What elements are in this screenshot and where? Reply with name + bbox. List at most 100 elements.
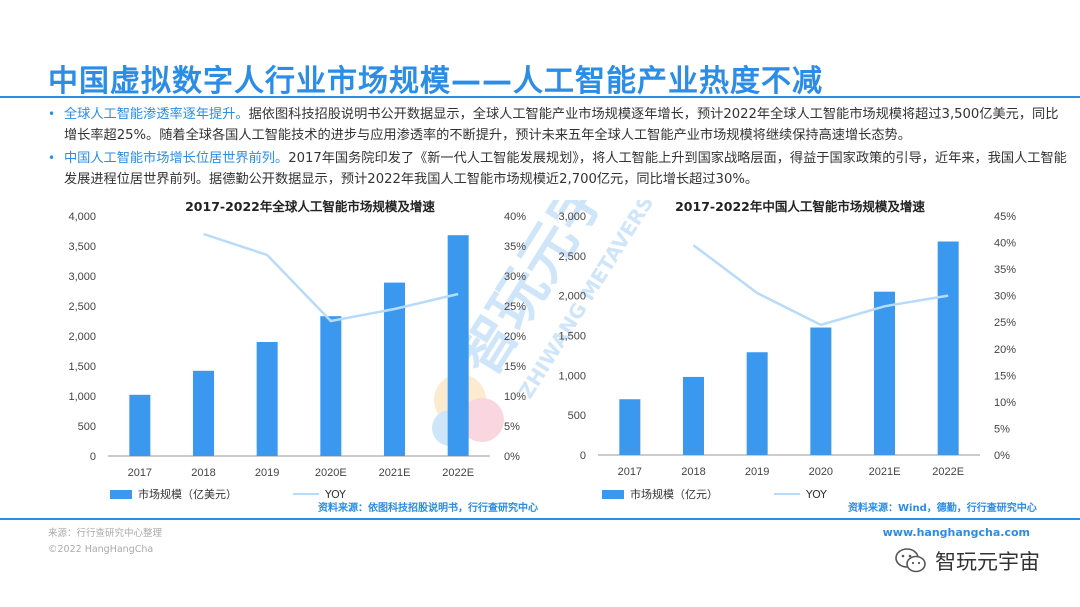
y-left-tick-label: 2,000 [558,291,586,303]
y-right-tick-label: 10% [504,391,526,403]
footer-copyright: ©2022 HangHangCha [48,544,154,555]
bar-2021E [384,282,405,456]
footer-url-link[interactable]: www.hanghangcha.com [882,526,1030,539]
legend-swatch-line [293,493,319,495]
y-left-tick-label: 2,500 [68,301,96,313]
bullet-dot-icon: • [48,151,56,165]
bullet-highlight: 全球人工智能渗透率逐年提升。 [64,107,249,122]
x-tick-label: 2022E [932,466,964,478]
title-divider [0,96,1080,98]
bullet-dot-icon: • [48,107,56,121]
y-left-tick-label: 3,000 [68,271,96,283]
footer-divider [0,518,1080,520]
x-tick-label: 2019 [255,467,279,479]
x-tick-label: 2022E [442,467,474,479]
x-tick-label: 2018 [191,467,215,479]
x-tick-label: 2017 [618,466,642,478]
y-right-tick-label: 15% [994,370,1016,382]
y-right-tick-label: 15% [504,361,526,373]
y-right-tick-label: 10% [994,397,1016,409]
yoy-line [692,244,949,327]
y-left-tick-label: 1,000 [68,391,96,403]
legend-item-bar: 市场规模（亿元） [602,486,718,502]
y-right-tick-label: 20% [994,344,1016,356]
y-right-tick-label: 40% [994,238,1016,250]
y-right-tick-label: 30% [994,291,1016,303]
page-title: 中国虚拟数字人行业市场规模——人工智能产业热度不减 [48,64,823,99]
bullet-item: • 中国人工智能市场增长位居世界前列。2017年国务院印发了《新一代人工智能发展… [48,148,1068,190]
bar-2022E [447,235,469,456]
y-right-tick-label: 20% [504,331,526,343]
legend-item-line: YOY [774,488,827,501]
bullet-text: 2017年国务院印发了《新一代人工智能发展规划》，将人工智能上升到国家战略层面，… [64,151,1067,187]
y-left-tick-label: 500 [568,410,586,422]
chart-source-global: 资料来源：依图科技招股说明书，行行查研究中心 [318,503,538,514]
y-left-tick-label: 2,500 [558,251,586,263]
chart-title-china: 2017-2022年中国人工智能市场规模及增速 [675,199,925,214]
legend-swatch-bar [110,489,132,499]
y-right-tick-label: 0% [994,450,1010,462]
legend-item-bar: 市场规模（亿美元） [110,486,237,502]
y-left-tick-label: 1,500 [68,361,96,373]
y-right-tick-label: 0% [504,451,520,463]
legend-label: 市场规模（亿元） [630,488,718,501]
bullet-highlight: 中国人工智能市场增长位居世界前列。 [64,151,289,166]
yoy-line [203,232,459,323]
y-right-tick-label: 30% [504,271,526,283]
y-right-tick-label: 5% [504,421,520,433]
legend-swatch-line [774,493,800,495]
x-tick-label: 2021E [869,466,901,478]
legend-global: 市场规模（亿美元） YOY [110,486,402,502]
y-left-tick-label: 1,500 [558,331,586,343]
y-right-tick-label: 35% [504,241,526,253]
chart-title-global: 2017-2022年全球人工智能市场规模及增速 [185,199,435,214]
bar-2022E [937,241,959,455]
footer-notes: 来源：行行查研究中心整理 ©2022 HangHangCha [48,526,162,558]
bullet-item: • 全球人工智能渗透率逐年提升。据依图科技招股说明书公开数据显示，全球人工智能产… [48,104,1068,146]
bar-2018 [683,376,704,455]
y-left-tick-label: 2,000 [68,331,96,343]
wechat-name: 智玩元宇宙 [935,550,1040,574]
y-right-tick-label: 45% [994,211,1016,223]
legend-label: YOY [325,487,346,501]
x-tick-label: 2021E [379,467,411,479]
y-right-tick-label: 35% [994,264,1016,276]
x-tick-label: 2018 [681,466,705,478]
legend-swatch-bar [602,489,624,499]
wechat-account: 智玩元宇宙 [895,546,1040,576]
bar-2019 [256,342,278,456]
bullet-list: • 全球人工智能渗透率逐年提升。据依图科技招股说明书公开数据显示，全球人工智能产… [48,104,1068,192]
y-left-tick-label: 4,000 [68,211,96,223]
legend-label: YOY [806,487,827,501]
y-right-tick-label: 40% [504,211,526,223]
footer-source: 来源：行行查研究中心整理 [48,528,163,539]
y-left-tick-label: 0 [90,451,96,463]
legend-item-line: YOY [293,488,346,501]
x-tick-label: 2017 [128,467,152,479]
bar-2021E [874,291,895,455]
y-left-tick-label: 3,000 [558,211,586,223]
bullet-text: 据依图科技招股说明书公开数据显示，全球人工智能产业市场规模逐年增长，预计2022… [64,107,1059,143]
y-left-tick-label: 1,000 [558,370,586,382]
y-right-tick-label: 25% [994,317,1016,329]
x-tick-label: 2019 [745,466,769,478]
legend-china: 市场规模（亿元） YOY [602,486,883,502]
y-right-tick-label: 5% [994,423,1010,435]
x-tick-label: 2020E [315,467,347,479]
legend-label: 市场规模（亿美元） [138,488,237,501]
y-left-tick-label: 500 [78,421,96,433]
bar-2019 [746,352,768,455]
chart-source-china: 资料来源：Wind，德勤，行行查研究中心 [848,503,1037,514]
y-right-tick-label: 25% [504,301,526,313]
bar-2017 [619,399,641,455]
wechat-icon [895,548,926,573]
y-left-tick-label: 0 [580,450,586,462]
x-tick-label: 2020 [809,466,833,478]
bar-2020E [320,316,342,456]
bar-2020 [810,327,832,455]
bar-2018 [193,370,214,456]
y-left-tick-label: 3,500 [68,241,96,253]
bar-2017 [129,394,151,456]
